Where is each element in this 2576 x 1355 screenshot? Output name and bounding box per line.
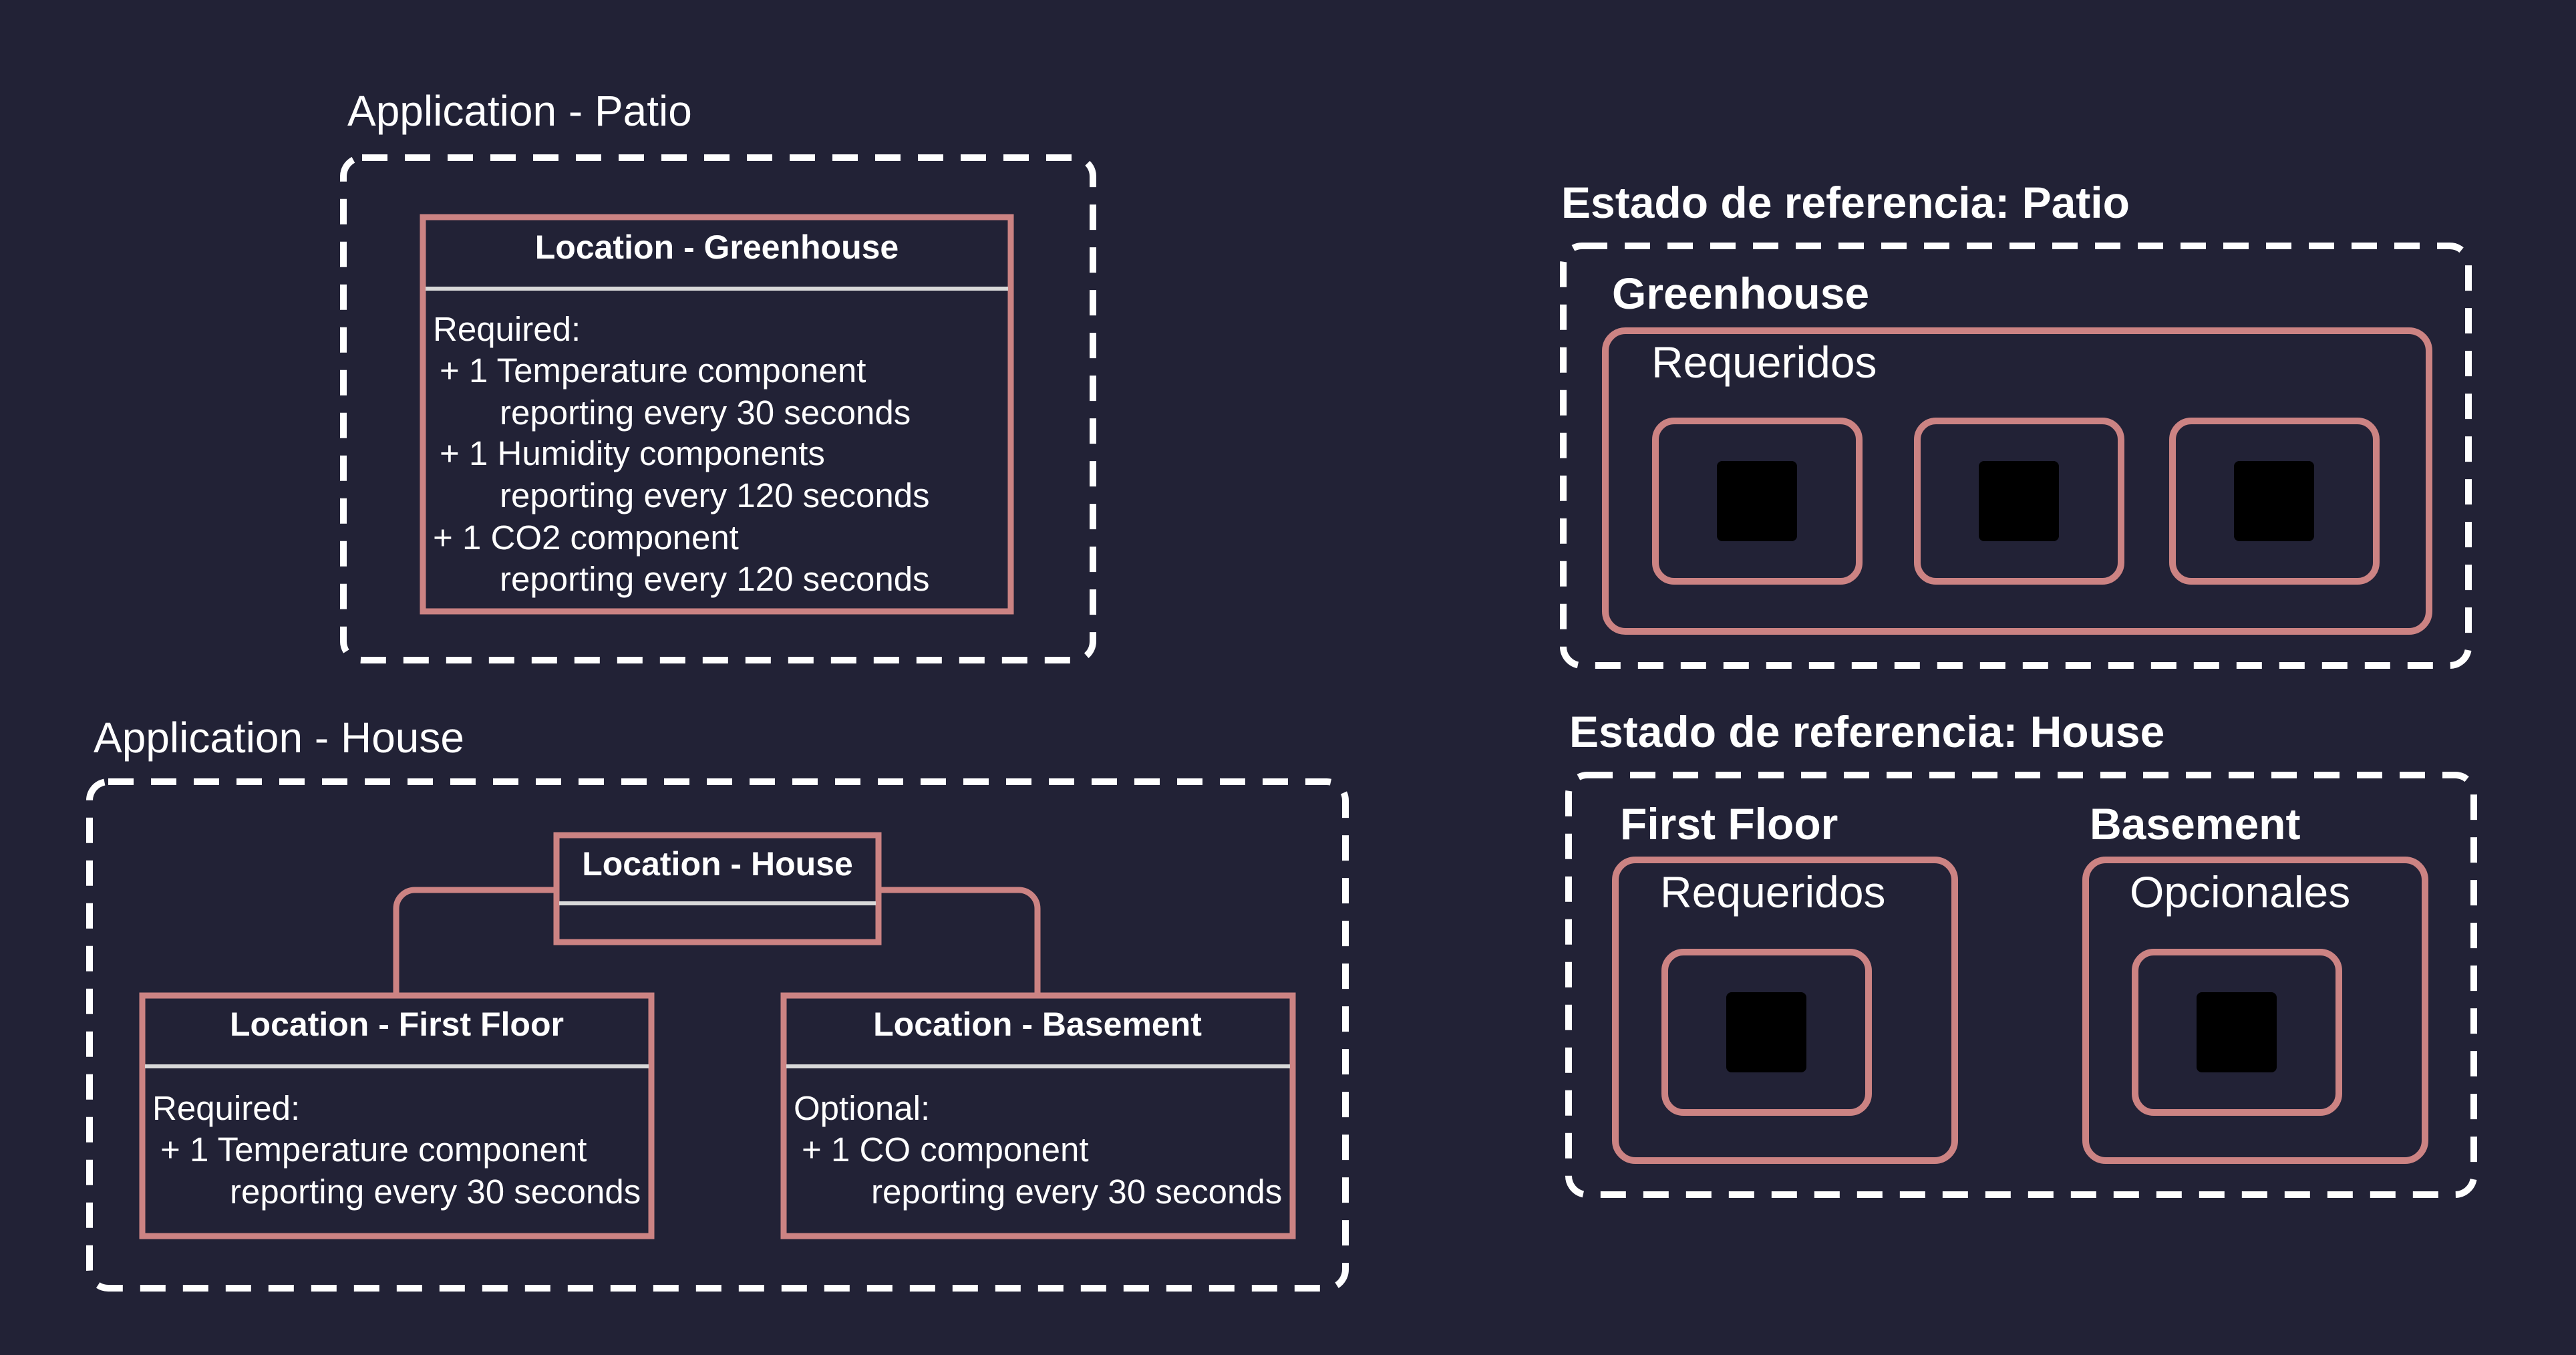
thermometer-chip-icon — [1712, 977, 1821, 1087]
first-floor-location-label: First Floor — [1620, 799, 1838, 849]
first-floor-line-1: Required: — [152, 1089, 300, 1127]
greenhouse-line-1: Required: — [433, 310, 581, 348]
first-floor-required-group: Requeridos — [1612, 857, 1958, 1164]
humidity-component[interactable] — [1914, 418, 2124, 585]
greenhouse-location-header: Location - Greenhouse — [535, 229, 899, 266]
patio-application-title: Application - Patio — [347, 87, 692, 135]
optional-group-label: Opcionales — [2130, 867, 2350, 917]
basement-optional-group: Opcionales — [2082, 857, 2428, 1164]
required-group-label: Requeridos — [1651, 337, 1877, 387]
reference-state-house-title: Estado de referencia: House — [1569, 707, 2164, 756]
house-location-box[interactable]: Location - House — [553, 832, 882, 945]
co2-chip-icon — [2182, 977, 2291, 1087]
humidity-chip-icon — [1964, 446, 2074, 556]
first-floor-line-2: + 1 Temperature component — [160, 1131, 587, 1169]
greenhouse-required-group: Requeridos — [1602, 327, 2432, 635]
basement-line-2: + 1 CO component — [802, 1131, 1089, 1169]
house-application-title: Application - House — [94, 714, 464, 762]
required-group-label: Requeridos — [1660, 867, 1886, 917]
house-application-boundary — [86, 778, 1349, 1292]
connector-basement — [878, 887, 1041, 994]
reference-state-house: Estado de referencia: House First Floor … — [1565, 707, 2477, 1198]
temperature-component[interactable] — [1661, 949, 1872, 1116]
thermometer-chip-icon — [1702, 446, 1812, 556]
basement-location-label: Basement — [2090, 799, 2300, 849]
greenhouse-location-label: Greenhouse — [1612, 269, 1869, 318]
greenhouse-location-box[interactable]: Location - Greenhouse Required: + 1 Temp… — [420, 214, 1014, 615]
reference-state-patio-boundary — [1560, 243, 2472, 669]
co2-chip-icon — [2219, 446, 2329, 556]
greenhouse-line-7: reporting every 120 seconds — [500, 560, 930, 598]
patio-application-group: Application - Patio Location - Greenhous… — [340, 87, 1096, 663]
first-floor-line-3: reporting every 30 seconds — [230, 1173, 641, 1211]
patio-application-boundary — [340, 154, 1096, 663]
greenhouse-line-5: reporting every 120 seconds — [500, 476, 930, 514]
basement-location-header: Location - Basement — [873, 1006, 1202, 1043]
greenhouse-line-6: + 1 CO2 component — [433, 518, 739, 557]
house-application-group: Application - House Location - House Loc… — [86, 714, 1349, 1292]
basement-location-box[interactable]: Location - Basement Optional: + 1 CO com… — [780, 992, 1296, 1239]
basement-line-3: reporting every 30 seconds — [871, 1173, 1282, 1211]
reference-state-patio: Estado de referencia: Patio Greenhouse R… — [1560, 178, 2472, 669]
connector-first-floor — [393, 887, 556, 994]
temperature-component[interactable] — [1652, 418, 1863, 585]
first-floor-location-box[interactable]: Location - First Floor Required: + 1 Tem… — [139, 992, 655, 1239]
basement-line-1: Optional: — [794, 1089, 930, 1127]
greenhouse-line-3: reporting every 30 seconds — [500, 394, 911, 432]
greenhouse-line-2: + 1 Temperature component — [440, 351, 866, 390]
co2-component[interactable] — [2169, 418, 2380, 585]
first-floor-location-header: Location - First Floor — [230, 1006, 564, 1043]
reference-state-patio-title: Estado de referencia: Patio — [1561, 178, 2130, 227]
reference-state-house-boundary — [1565, 772, 2477, 1198]
co-component[interactable] — [2132, 949, 2342, 1116]
greenhouse-line-4: + 1 Humidity components — [440, 434, 825, 472]
house-location-header: Location - House — [582, 845, 853, 883]
